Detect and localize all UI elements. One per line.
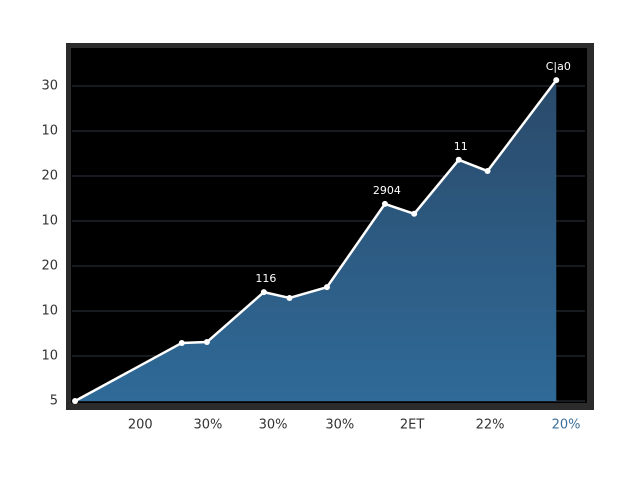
point bbox=[455, 156, 462, 163]
point bbox=[203, 339, 210, 346]
point bbox=[323, 284, 330, 291]
y-tick-label: 20 bbox=[41, 169, 58, 184]
annotation: 116 bbox=[255, 272, 276, 285]
y-tick-label: 5 bbox=[50, 394, 58, 409]
y-tick-label: 10 bbox=[41, 304, 58, 319]
point bbox=[178, 339, 185, 346]
x-tick-label: 20% bbox=[552, 418, 581, 433]
x-tick-label: 30% bbox=[259, 418, 288, 433]
x-tick-label: 2ET bbox=[400, 418, 424, 433]
x-tick-label: 30% bbox=[193, 418, 222, 433]
y-tick-label: 10 bbox=[41, 124, 58, 139]
point bbox=[72, 398, 79, 404]
point bbox=[484, 168, 491, 175]
annotation: C|a0 bbox=[546, 60, 571, 73]
point bbox=[286, 294, 293, 301]
point bbox=[260, 289, 267, 296]
point bbox=[381, 200, 388, 207]
annotation: 2904 bbox=[373, 184, 401, 197]
y-tick-label: 10 bbox=[41, 349, 58, 364]
point bbox=[553, 77, 560, 84]
y-tick-label: 20 bbox=[41, 259, 58, 274]
x-tick-label: 200 bbox=[128, 418, 153, 433]
area bbox=[75, 80, 557, 402]
point bbox=[411, 210, 418, 217]
annotation: 11 bbox=[454, 140, 468, 153]
x-tick-label: 30% bbox=[325, 418, 354, 433]
y-tick-label: 10 bbox=[41, 214, 58, 229]
y-tick-label: 30 bbox=[41, 79, 58, 94]
x-tick-label: 22% bbox=[476, 418, 505, 433]
